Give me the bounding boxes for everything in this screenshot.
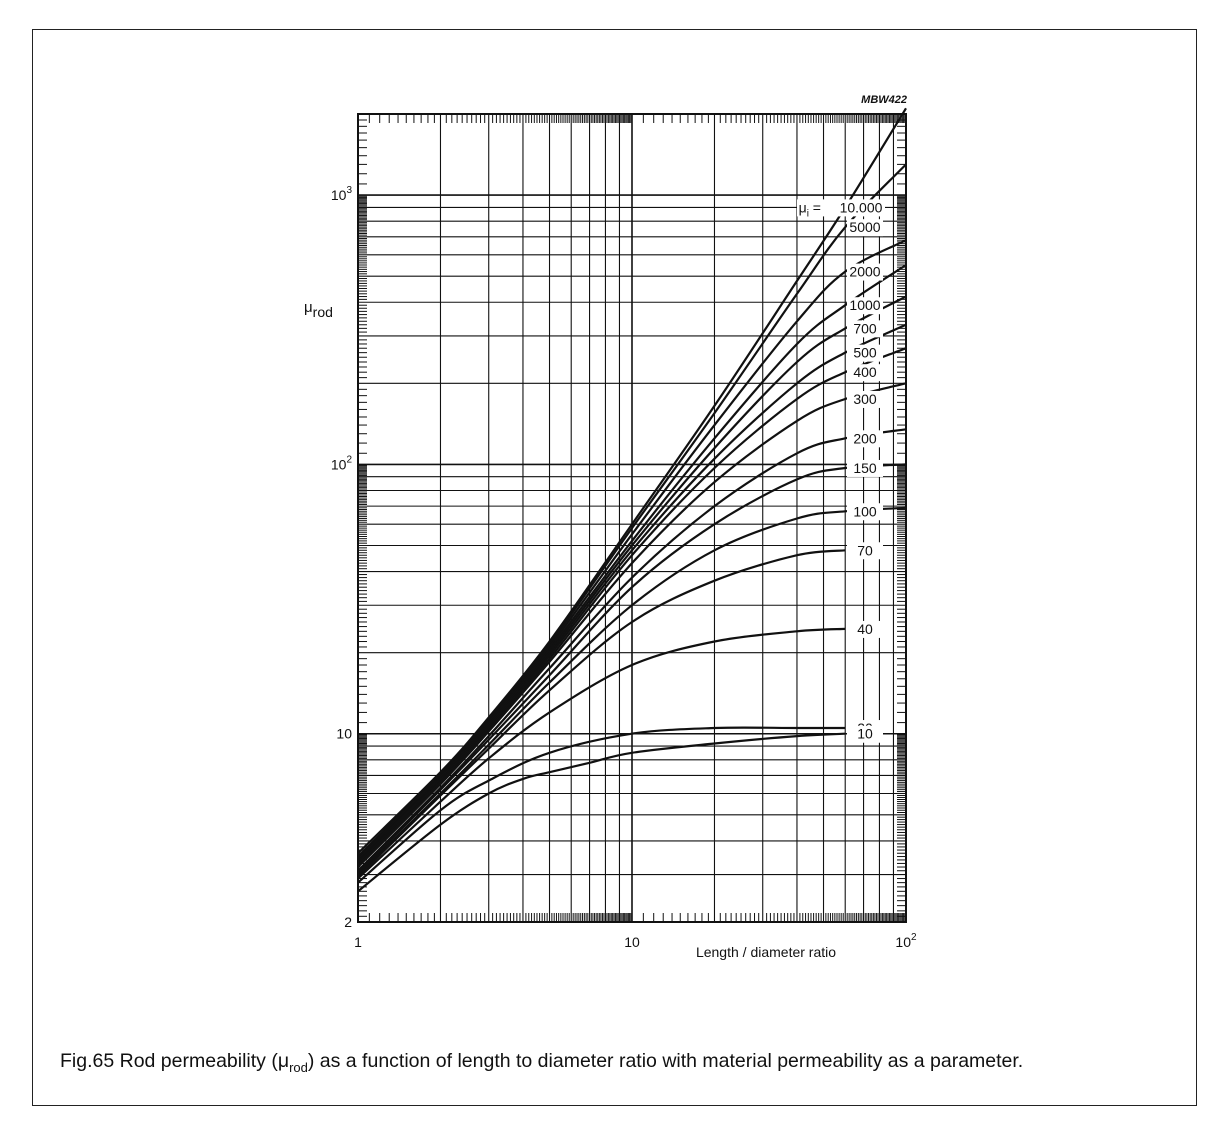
figure-caption: Fig.65 Rod permeability (μrod) as a func… — [60, 1050, 1023, 1075]
series-line-1000 — [357, 264, 907, 861]
parameter-subscript: i — [807, 208, 809, 219]
series-label-bg — [847, 620, 883, 638]
series-line-100 — [357, 506, 907, 876]
grid — [358, 114, 906, 922]
y-tick-label: 10 — [336, 726, 352, 742]
x-tick-exponent: 2 — [911, 932, 917, 943]
series-label-10: 10 — [857, 726, 873, 742]
series-label-bg — [847, 430, 883, 448]
series-label-150: 150 — [853, 460, 877, 476]
parameter-symbol: μ — [799, 199, 807, 215]
caption-subscript: rod — [289, 1059, 308, 1075]
series-line-70 — [357, 549, 846, 878]
series-line-400 — [357, 347, 907, 866]
x-axis-label: Length / diameter ratio — [696, 944, 836, 960]
caption-prefix: Fig.65 Rod permeability (μ — [60, 1050, 290, 1072]
series-label-bg — [847, 320, 883, 338]
series-label-10000: 10.000 — [840, 199, 883, 215]
series-label-300: 300 — [853, 391, 877, 407]
x-tick-label: 102 — [895, 932, 917, 950]
series-label-500: 500 — [853, 345, 877, 361]
y-tick-base: 10 — [331, 187, 347, 203]
series-label-1000: 1000 — [849, 297, 880, 313]
x-tick-base: 1 — [354, 934, 362, 950]
series-label-bg — [847, 364, 883, 382]
x-tick-base: 10 — [895, 934, 911, 950]
y-tick-label: 103 — [331, 185, 353, 203]
series-line-500 — [357, 323, 907, 865]
series-label-bg — [847, 725, 883, 743]
x-tick-label: 1 — [354, 934, 362, 950]
series-label-bg — [847, 542, 883, 560]
series-line-300 — [357, 382, 907, 868]
series-label-200: 200 — [853, 430, 877, 446]
series-lines — [357, 107, 907, 893]
y-tick-base: 10 — [331, 456, 347, 472]
series-label-5000: 5000 — [849, 219, 880, 235]
series-label-700: 700 — [853, 320, 877, 336]
y-tick-exponent: 2 — [346, 454, 352, 465]
plot-frame — [357, 113, 907, 923]
figure-frame — [32, 29, 1197, 1106]
y-axis-label: μrod — [304, 299, 333, 320]
series-label-bg — [847, 503, 883, 521]
series-line-200 — [357, 428, 907, 872]
y-tick-base: 10 — [336, 726, 352, 742]
series-label-70: 70 — [857, 542, 873, 558]
series-label-400: 400 — [853, 364, 877, 380]
series-line-20 — [357, 726, 846, 884]
y-axis-subscript: rod — [313, 304, 333, 320]
series-label-bg — [847, 219, 883, 237]
caption-suffix: ) as a function of length to diameter ra… — [307, 1050, 1024, 1072]
x-tick-label: 10 — [624, 934, 640, 950]
y-tick-base: 2 — [344, 914, 352, 930]
y-axis-symbol: μ — [304, 299, 313, 316]
parameter-label: μi = — [799, 199, 821, 219]
series-label-bg — [847, 390, 883, 408]
series-line-150 — [357, 463, 907, 874]
series-line-40 — [357, 627, 846, 880]
series-line-10 — [357, 732, 846, 893]
series-label-bg — [847, 263, 883, 281]
series-label-bg — [847, 344, 883, 362]
y-tick-label: 2 — [344, 914, 352, 930]
series-line-700 — [357, 295, 907, 863]
y-tick-label: 102 — [331, 454, 353, 472]
series-label-2000: 2000 — [849, 264, 880, 280]
series-label-bg — [847, 459, 883, 477]
parameter-equals: = — [809, 199, 821, 215]
figure-id: MBW422 — [861, 94, 907, 106]
series-label-100: 100 — [853, 503, 877, 519]
series-label-bg — [847, 297, 883, 315]
series-label-bg — [797, 199, 885, 217]
x-tick-base: 10 — [624, 934, 640, 950]
series-label-40: 40 — [857, 621, 873, 637]
y-tick-exponent: 3 — [346, 185, 352, 196]
